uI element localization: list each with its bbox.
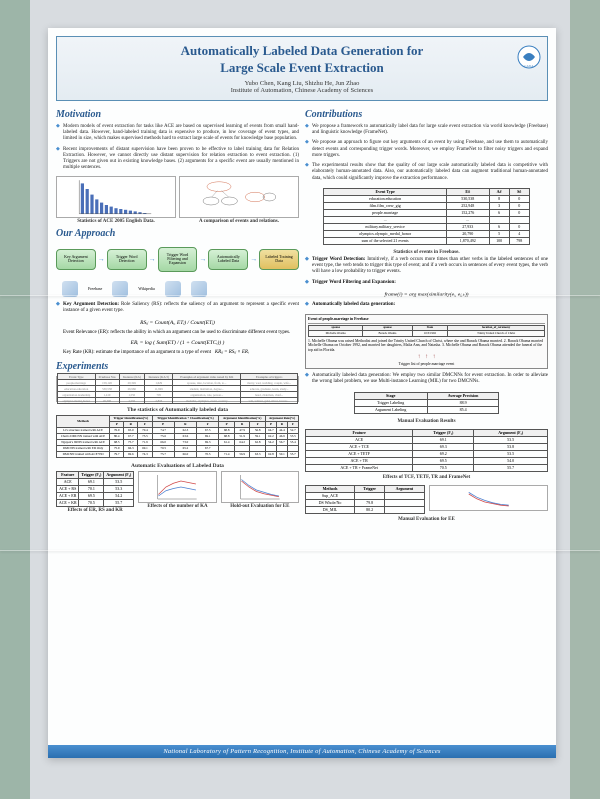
svg-text:CASIA: CASIA [524, 64, 534, 68]
freebase-caption: Statistics of events in Freebase. [305, 250, 548, 255]
example-header: Event of people.marriage in Freebase [308, 317, 545, 324]
authors: Yubo Chen, Kang Liu, Shizhu He, Jun Zhao [65, 80, 539, 87]
wall-crease [0, 550, 600, 551]
bottom-row-right: MethodsTriggerArgument Sup_ACE DS Whole/… [305, 485, 548, 514]
auto-eval-title: Automatic Evaluations of Labeled Data [56, 463, 299, 469]
ace-chart-caption: Statistics of ACE 2005 English Data. [56, 219, 176, 224]
flow-output: Labeled Training Data [259, 249, 299, 270]
kb-icons: Freebase Wikipedia [56, 278, 299, 300]
motivation-bullet-1: Modern models of event extraction for ta… [56, 124, 299, 143]
title-line2: Large Scale Event Extraction [65, 60, 539, 77]
arrow-icon: → [250, 255, 257, 263]
ka-line-chart [138, 471, 216, 503]
stats-table: Methods Trigger Identification(%) Trigge… [56, 415, 299, 458]
contrib-2: We propose an approach to figure out key… [305, 140, 548, 159]
ace-stats-chart [56, 176, 176, 218]
arrow-icon: → [149, 255, 156, 263]
manual-ee-table: MethodsTriggerArgument Sup_ACE DS Whole/… [305, 485, 425, 514]
arg-type-table: Event TypeFreebase NmInstance (KA)Instan… [56, 376, 299, 402]
freebase-table: Event TypeE#A#S# education.education530,… [323, 188, 530, 245]
effects-table-2: FeatureTrigger (F₁)Argument (F₁) ACE69.1… [305, 429, 548, 472]
header: Automatically Labeled Data Generation fo… [56, 36, 548, 101]
flow-twfe: Trigger Word Filtering and Expansion [158, 247, 198, 272]
er-text: Event Relevance (ER): reflects the abili… [56, 330, 299, 336]
approach-flow: Key Argument Detection → Trigger Word De… [56, 243, 299, 276]
event-relation-diagram [179, 176, 299, 218]
affiliation: Institute of Automation, Chinese Academy… [65, 87, 539, 94]
flow-kad: Key Argument Detection [56, 249, 96, 270]
experiments-title: Experiments [56, 361, 299, 372]
right-column: Contributions We propose a framework to … [305, 107, 548, 741]
up-arrows: ↑ ↑ ↑ [308, 354, 545, 361]
casia-logo: CASIA [517, 45, 541, 69]
formula-rs: RSᵢⱼ = Count(Aᵢ, ETⱼ) / Count(ETⱼ) [56, 318, 299, 328]
left-column: Motivation Modern models of event extrac… [56, 107, 299, 741]
effects-table: FeatureTrigger (F₁)Argument (F₁) ACE69.1… [56, 471, 134, 507]
example-text: 1. Michelle Obama was raised Methodist a… [308, 339, 545, 353]
footer-text: National Laboratory of Pattern Recogniti… [163, 748, 440, 755]
arrow-icon: → [98, 255, 105, 263]
flow-ald: Automatically Labeled Data [208, 249, 248, 270]
example-box: Event of people.marriage in Freebase spo… [305, 314, 548, 369]
manual-eval-table: StageAverage Precision Trigger Labeling8… [354, 392, 500, 414]
content: Motivation Modern models of event extrac… [48, 105, 556, 745]
ald-gen-text: Automatically labeled data generation: W… [305, 373, 548, 386]
manual-eval-caption: Manual Evaluation Results [305, 419, 548, 424]
diagram-caption: A comparison of events and relations. [179, 219, 299, 224]
footer: National Laboratory of Pattern Recogniti… [48, 745, 556, 758]
ald-heading: Automatically labeled data generation: [305, 302, 548, 308]
motivation-bullet-2: Recent improvements of distant supervisi… [56, 147, 299, 172]
contrib-3: The experimental results show that the q… [305, 163, 548, 182]
manual-ee-caption: Manual Evaluation for EE [305, 517, 548, 522]
stats-table-title: The statistics of Automatically labeled … [56, 407, 299, 413]
kad-heading: Key Argument Detection: Role Saliency (R… [56, 302, 299, 315]
wall-crease [0, 295, 600, 296]
bottom-row-left: FeatureTrigger (F₁)Argument (F₁) ACE69.1… [56, 471, 299, 513]
twfe-heading: Trigger Word Filtering and Expansion: [305, 280, 548, 286]
poster: Automatically Labeled Data Generation fo… [48, 28, 556, 758]
motivation-title: Motivation [56, 109, 299, 120]
trigger-note: Trigger list of people.marriage event [308, 362, 545, 367]
holdout-caption: Hold-out Evaluation for EE [221, 504, 299, 509]
kr-text: Key Rate (KR): estimate the importance o… [56, 350, 299, 356]
effects-caption: Effects of ER, RS and KR [56, 508, 134, 513]
icon-label-freebase: Freebase [88, 286, 102, 291]
arrow-icon: → [199, 255, 206, 263]
formula-er: ERᵢ = log ( Sum(ET) / (1 + Count(ETCᵢ)) … [56, 338, 299, 348]
twd-heading: Trigger Word Detection: Intuitively, if … [305, 257, 548, 276]
effects2-caption: Effects of TCF, TETF, TR and FrameNet [305, 475, 548, 480]
icon-label-wiki: Wikipedia [138, 286, 155, 291]
approach-title: Our Approach [56, 228, 299, 239]
flow-twd: Trigger Word Detection [107, 249, 147, 270]
manual-ee-chart [429, 485, 549, 511]
title-line1: Automatically Labeled Data Generation fo… [65, 43, 539, 60]
contrib-1: We propose a framework to automatically … [305, 124, 548, 137]
holdout-chart [221, 471, 299, 503]
contributions-title: Contributions [305, 109, 548, 120]
motivation-figures: Statistics of ACE 2005 English Data. [56, 176, 299, 224]
ka-caption: Effects of the number of KA [138, 504, 216, 509]
